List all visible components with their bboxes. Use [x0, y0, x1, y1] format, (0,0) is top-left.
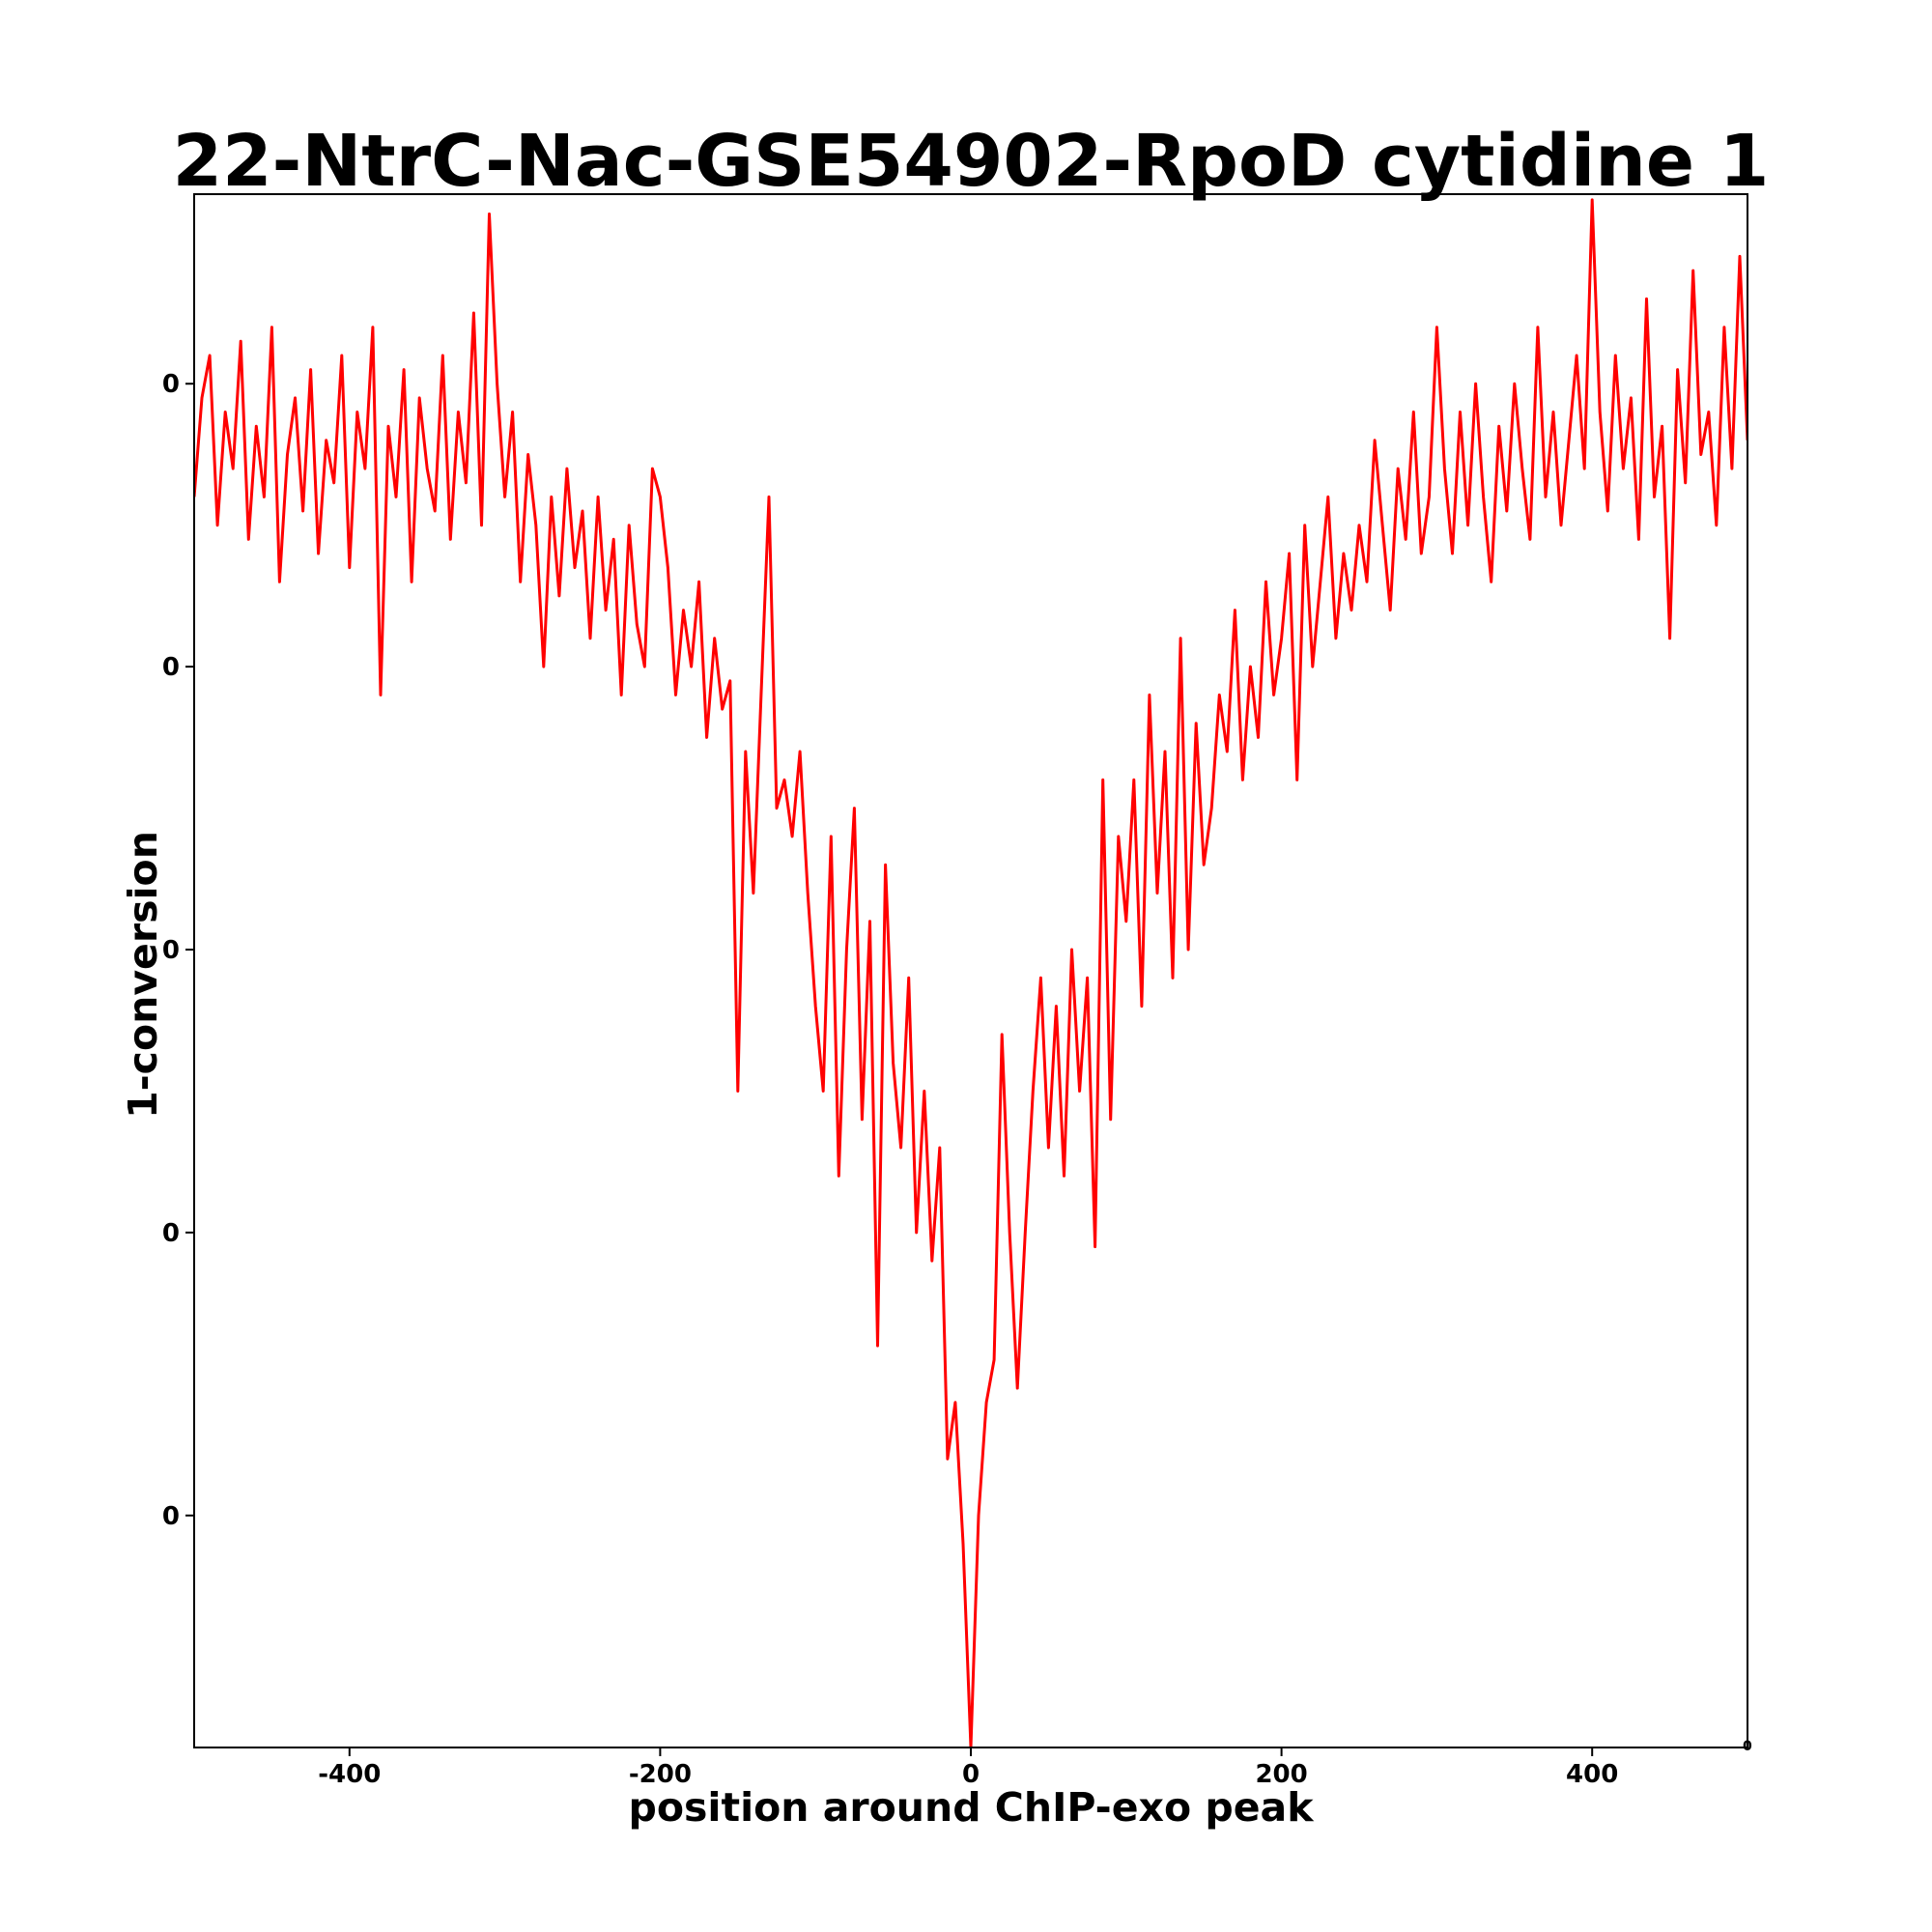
y-tick-label: 0	[162, 370, 180, 399]
y-tick-label: 0	[162, 653, 180, 682]
y-tick-label: 0	[162, 1502, 180, 1531]
x-tick-label: 400	[1566, 1760, 1618, 1789]
offset-text: 0	[1743, 1739, 1752, 1754]
y-axis: 0 0 0 0 0	[162, 370, 194, 1531]
y-tick-label: 0	[162, 1219, 180, 1248]
plot-frame	[193, 193, 1748, 1748]
y-tick-label: 0	[162, 936, 180, 965]
x-tick-label: 0	[962, 1760, 980, 1789]
series-line	[194, 198, 1747, 1747]
x-tick-label: -400	[318, 1760, 381, 1789]
chart-title: 22-NtrC-Nac-GSE54902-RpoD cytidine 1	[173, 120, 1770, 203]
x-tick-label: 200	[1255, 1760, 1307, 1789]
x-axis: -400 -200 0 200 400	[318, 1747, 1618, 1789]
series-group	[194, 198, 1747, 1747]
y-axis-label: 1-conversion	[120, 831, 166, 1119]
x-tick-label: -200	[629, 1760, 692, 1789]
x-axis-label: position around ChIP-exo peak	[629, 1784, 1316, 1831]
